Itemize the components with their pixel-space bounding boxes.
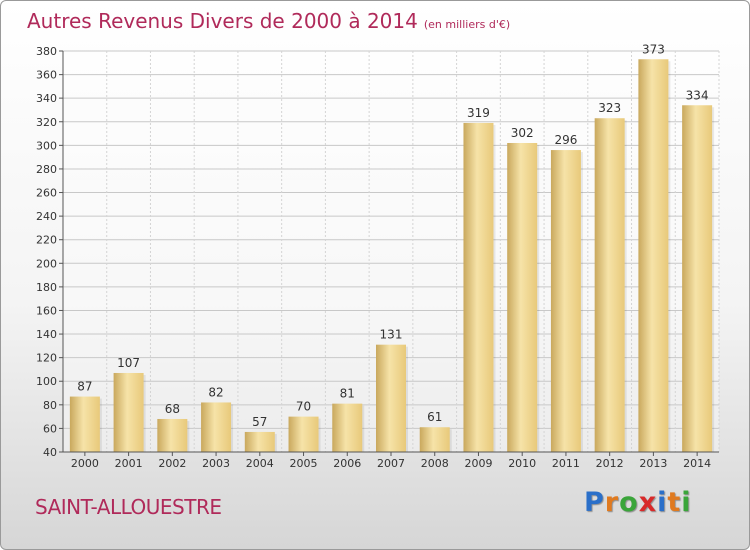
y-tick-label: 220: [36, 234, 57, 247]
x-tick-label: 2007: [377, 457, 405, 470]
bar-2011: [550, 150, 581, 452]
logo-letter: i: [681, 487, 692, 518]
y-tick-label: 300: [36, 139, 57, 152]
bar-2000: [69, 396, 100, 452]
bar-2014: [682, 105, 713, 453]
x-tick-label: 2012: [596, 457, 624, 470]
bar-value-label: 70: [296, 400, 311, 414]
x-tick-label: 2006: [333, 457, 361, 470]
logo-letter: i: [657, 487, 668, 518]
bar-value-label: 87: [77, 380, 92, 394]
bar-value-label: 57: [252, 415, 267, 429]
x-tick-label: 2002: [158, 457, 186, 470]
y-tick-label: 260: [36, 187, 57, 200]
y-tick-label: 320: [36, 116, 57, 129]
y-tick-label: 180: [36, 281, 57, 294]
bar-2009: [463, 122, 494, 452]
bar-value-label: 107: [117, 356, 140, 370]
y-tick-label: 280: [36, 163, 57, 176]
bar-value-label: 373: [642, 42, 665, 56]
bar-2010: [507, 142, 538, 452]
y-tick-label: 200: [36, 257, 57, 270]
bar-value-label: 81: [340, 387, 355, 401]
bar-2005: [288, 416, 319, 452]
y-tick-label: 240: [36, 210, 57, 223]
axes: 40 60 80 100 120 140 160 180 200 220 240 260 280 300 3…: [36, 45, 719, 470]
logo-letter: t: [667, 487, 682, 518]
y-tick-label: 140: [36, 328, 57, 341]
y-tick-label: 160: [36, 304, 57, 317]
x-tick-label: 2001: [115, 457, 143, 470]
bar-value-label: 131: [380, 328, 403, 342]
y-tick-label: 40: [43, 446, 57, 459]
proxiti-logo: Proxiti: [584, 487, 692, 518]
x-tick-label: 2003: [202, 457, 230, 470]
x-tick-label: 2011: [552, 457, 580, 470]
bar-value-label: 82: [208, 385, 223, 399]
logo-letter: P: [584, 487, 605, 518]
bar-value-label: 61: [427, 410, 442, 424]
logo-letter: r: [604, 487, 620, 518]
bar-2003: [201, 402, 232, 452]
x-tick-label: 2004: [246, 457, 274, 470]
location-label: SAINT-ALLOUESTRE: [35, 495, 222, 519]
bar-2008: [419, 427, 450, 452]
bar-2004: [244, 431, 275, 452]
bar-value-label: 68: [165, 402, 180, 416]
bar-value-label: 302: [511, 126, 534, 140]
chart-subtitle: (en milliers d'€): [423, 18, 511, 31]
x-tick-label: 2010: [508, 457, 536, 470]
bar-2002: [157, 418, 188, 452]
chart-title-text: Autres Revenus Divers de 2000 à 2014: [27, 9, 418, 33]
x-tick-label: 2005: [290, 457, 318, 470]
bars: 87 107 68 82 57 70 81 131 61 319 302 296 323 373 334: [69, 42, 715, 453]
y-tick-label: 100: [36, 375, 57, 388]
bar-value-label: 334: [686, 88, 709, 102]
x-tick-label: 2000: [71, 457, 99, 470]
logo-letter: x: [638, 487, 658, 518]
bar-value-label: 323: [598, 101, 621, 115]
chart-title: Autres Revenus Divers de 2000 à 2014 (en …: [27, 9, 510, 33]
y-tick-label: 340: [36, 92, 57, 105]
y-tick-label: 80: [43, 399, 57, 412]
x-tick-label: 2008: [421, 457, 449, 470]
bar-2013: [638, 59, 669, 452]
y-tick-label: 380: [36, 45, 57, 58]
bar-2007: [376, 344, 406, 452]
y-tick-label: 360: [36, 69, 57, 82]
x-tick-label: 2013: [639, 457, 667, 470]
bar-value-label: 296: [554, 133, 577, 147]
logo-letter: o: [619, 487, 639, 518]
x-tick-label: 2009: [464, 457, 492, 470]
bar-2001: [113, 372, 144, 452]
bar-2012: [594, 118, 625, 452]
bar-value-label: 319: [467, 106, 490, 120]
bar-2006: [332, 403, 363, 452]
y-tick-label: 60: [43, 422, 57, 435]
x-tick-label: 2014: [683, 457, 711, 470]
y-tick-label: 120: [36, 352, 57, 365]
